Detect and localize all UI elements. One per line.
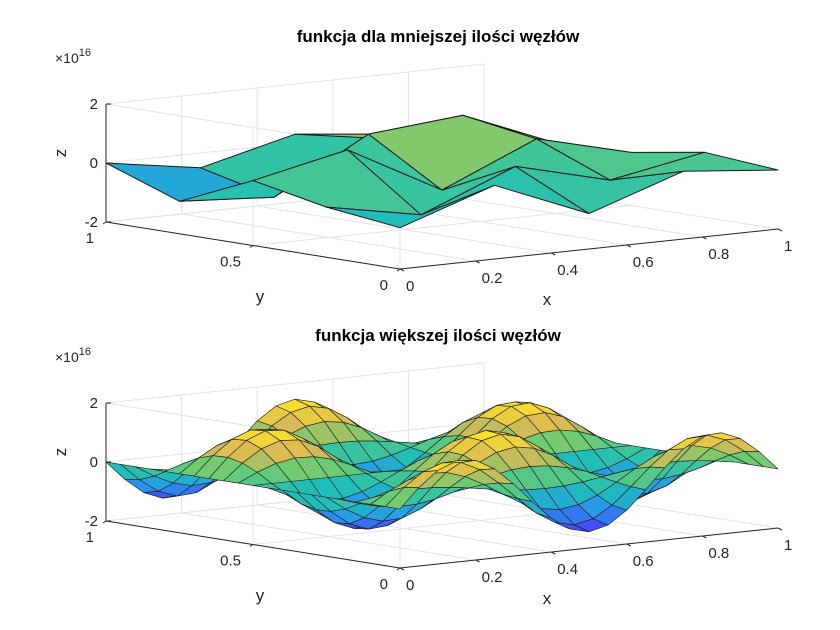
x-axis-label: x: [543, 589, 552, 608]
x-axis-label: x: [543, 290, 552, 309]
grid-line: [105, 63, 485, 105]
z-axis-label: z: [51, 448, 70, 457]
x-tick-mark: [399, 567, 405, 571]
x-tick-mark: [475, 260, 480, 264]
y-tick-mark: [249, 245, 254, 248]
x-tick-mark: [550, 252, 556, 256]
x-tick-label: 0.6: [633, 553, 654, 570]
y-axis-label: y: [256, 586, 265, 605]
y-axis-label: y: [256, 287, 265, 306]
x-tick-label: 0.8: [708, 545, 729, 562]
x-tick-mark: [777, 527, 783, 531]
z-tick-label: 2: [90, 96, 98, 113]
y-tick-mark: [102, 520, 107, 524]
x-tick-label: 1: [784, 238, 792, 255]
x-tick-mark: [550, 551, 556, 555]
y-tick-mark: [396, 567, 401, 571]
z-tick-label: -2: [85, 214, 98, 231]
tick-marks: 0 0.2 0.4 0.6 0.8 100.51-202: [85, 395, 793, 594]
y-tick-label: 0.5: [220, 254, 241, 271]
z-multiplier-exponent: 16: [79, 346, 91, 358]
z-multiplier: ×1016: [55, 346, 91, 365]
z-tick-label: 0: [90, 454, 98, 471]
x-axis-line: [399, 228, 779, 270]
z-tick-label: 2: [90, 395, 98, 412]
z-multiplier: ×1016: [55, 47, 91, 66]
tick-marks: 0 0.2 0.4 0.6 0.8 100.51-202: [85, 96, 793, 295]
y-tick-mark: [102, 221, 107, 225]
surface-patch: [744, 450, 779, 470]
x-tick-label: 0.4: [557, 561, 578, 578]
z-axis-label: z: [51, 149, 70, 158]
y-tick-label: 1: [86, 230, 94, 247]
y-tick-label: 0: [380, 277, 388, 294]
x-tick-mark: [702, 535, 707, 539]
x-tick-mark: [702, 236, 707, 240]
x-tick-label: 0.6: [633, 254, 654, 271]
z-multiplier-base: ×10: [55, 50, 79, 66]
x-tick-mark: [399, 268, 405, 272]
x-tick-mark: [626, 543, 632, 547]
z-multiplier-base: ×10: [55, 349, 79, 365]
x-tick-label: 0.8: [708, 246, 729, 263]
x-tick-label: 0: [406, 577, 414, 594]
x-tick-label: 0.2: [482, 569, 503, 586]
axes-top: 0 0.2 0.4 0.6 0.8 100.51-202 funkcja dla mnie…: [51, 27, 792, 309]
z-tick-label: -2: [85, 513, 98, 530]
x-tick-label: 0.2: [482, 270, 503, 287]
surface-patch: [609, 151, 779, 181]
chart-title: funkcja dla mniejszej ilości węzłów: [297, 27, 580, 46]
x-tick-label: 0.4: [557, 262, 578, 279]
x-tick-mark: [777, 228, 783, 232]
z-multiplier-exponent: 16: [79, 47, 91, 59]
x-tick-mark: [626, 244, 632, 248]
axes-bottom: 0 0.2 0.4 0.6 0.8 100.51-202 funkcja większej…: [51, 326, 792, 608]
y-tick-label: 0.5: [220, 553, 241, 570]
y-tick-label: 1: [86, 529, 94, 546]
x-tick-label: 1: [784, 537, 792, 554]
chart-title: funkcja większej ilości węzłów: [315, 326, 561, 345]
y-tick-label: 0: [380, 576, 388, 593]
surface-bottom: [105, 398, 779, 533]
x-tick-label: 0: [406, 278, 414, 295]
grid-line: [105, 362, 485, 404]
grid-line: [252, 205, 632, 246]
x-tick-mark: [475, 559, 480, 563]
y-tick-mark: [249, 544, 254, 547]
surface-top: [105, 114, 779, 229]
z-tick-label: 0: [90, 155, 98, 172]
y-tick-mark: [396, 268, 401, 272]
x-axis-line: [399, 527, 779, 569]
